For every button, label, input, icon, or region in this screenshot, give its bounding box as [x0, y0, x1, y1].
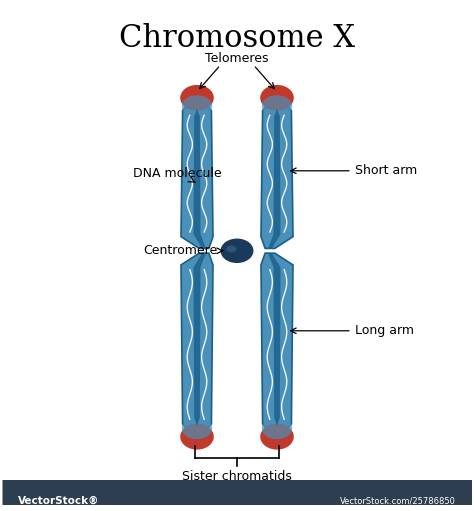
Ellipse shape: [182, 418, 212, 439]
Polygon shape: [268, 253, 281, 426]
Text: VectorStock.com/25786850: VectorStock.com/25786850: [340, 496, 456, 505]
Text: Long arm: Long arm: [291, 324, 414, 337]
Ellipse shape: [180, 85, 214, 111]
Ellipse shape: [226, 246, 237, 252]
Polygon shape: [193, 109, 206, 248]
Ellipse shape: [262, 95, 292, 117]
Text: DNA molecule: DNA molecule: [134, 167, 222, 182]
Polygon shape: [261, 93, 293, 248]
Polygon shape: [268, 109, 281, 248]
Ellipse shape: [262, 418, 292, 439]
Polygon shape: [181, 93, 213, 248]
Ellipse shape: [220, 239, 254, 263]
Polygon shape: [193, 253, 206, 426]
Ellipse shape: [180, 424, 214, 450]
Text: Telomeres: Telomeres: [205, 52, 269, 65]
Text: Chromosome X: Chromosome X: [119, 22, 355, 54]
Text: Short arm: Short arm: [291, 165, 417, 177]
Polygon shape: [181, 253, 213, 442]
Ellipse shape: [260, 424, 294, 450]
Ellipse shape: [260, 85, 294, 111]
Polygon shape: [261, 253, 293, 442]
Ellipse shape: [182, 95, 212, 117]
Text: VectorStock®: VectorStock®: [18, 496, 100, 506]
Text: Sister chromatids: Sister chromatids: [182, 470, 292, 483]
Text: Centromere: Centromere: [143, 244, 223, 258]
